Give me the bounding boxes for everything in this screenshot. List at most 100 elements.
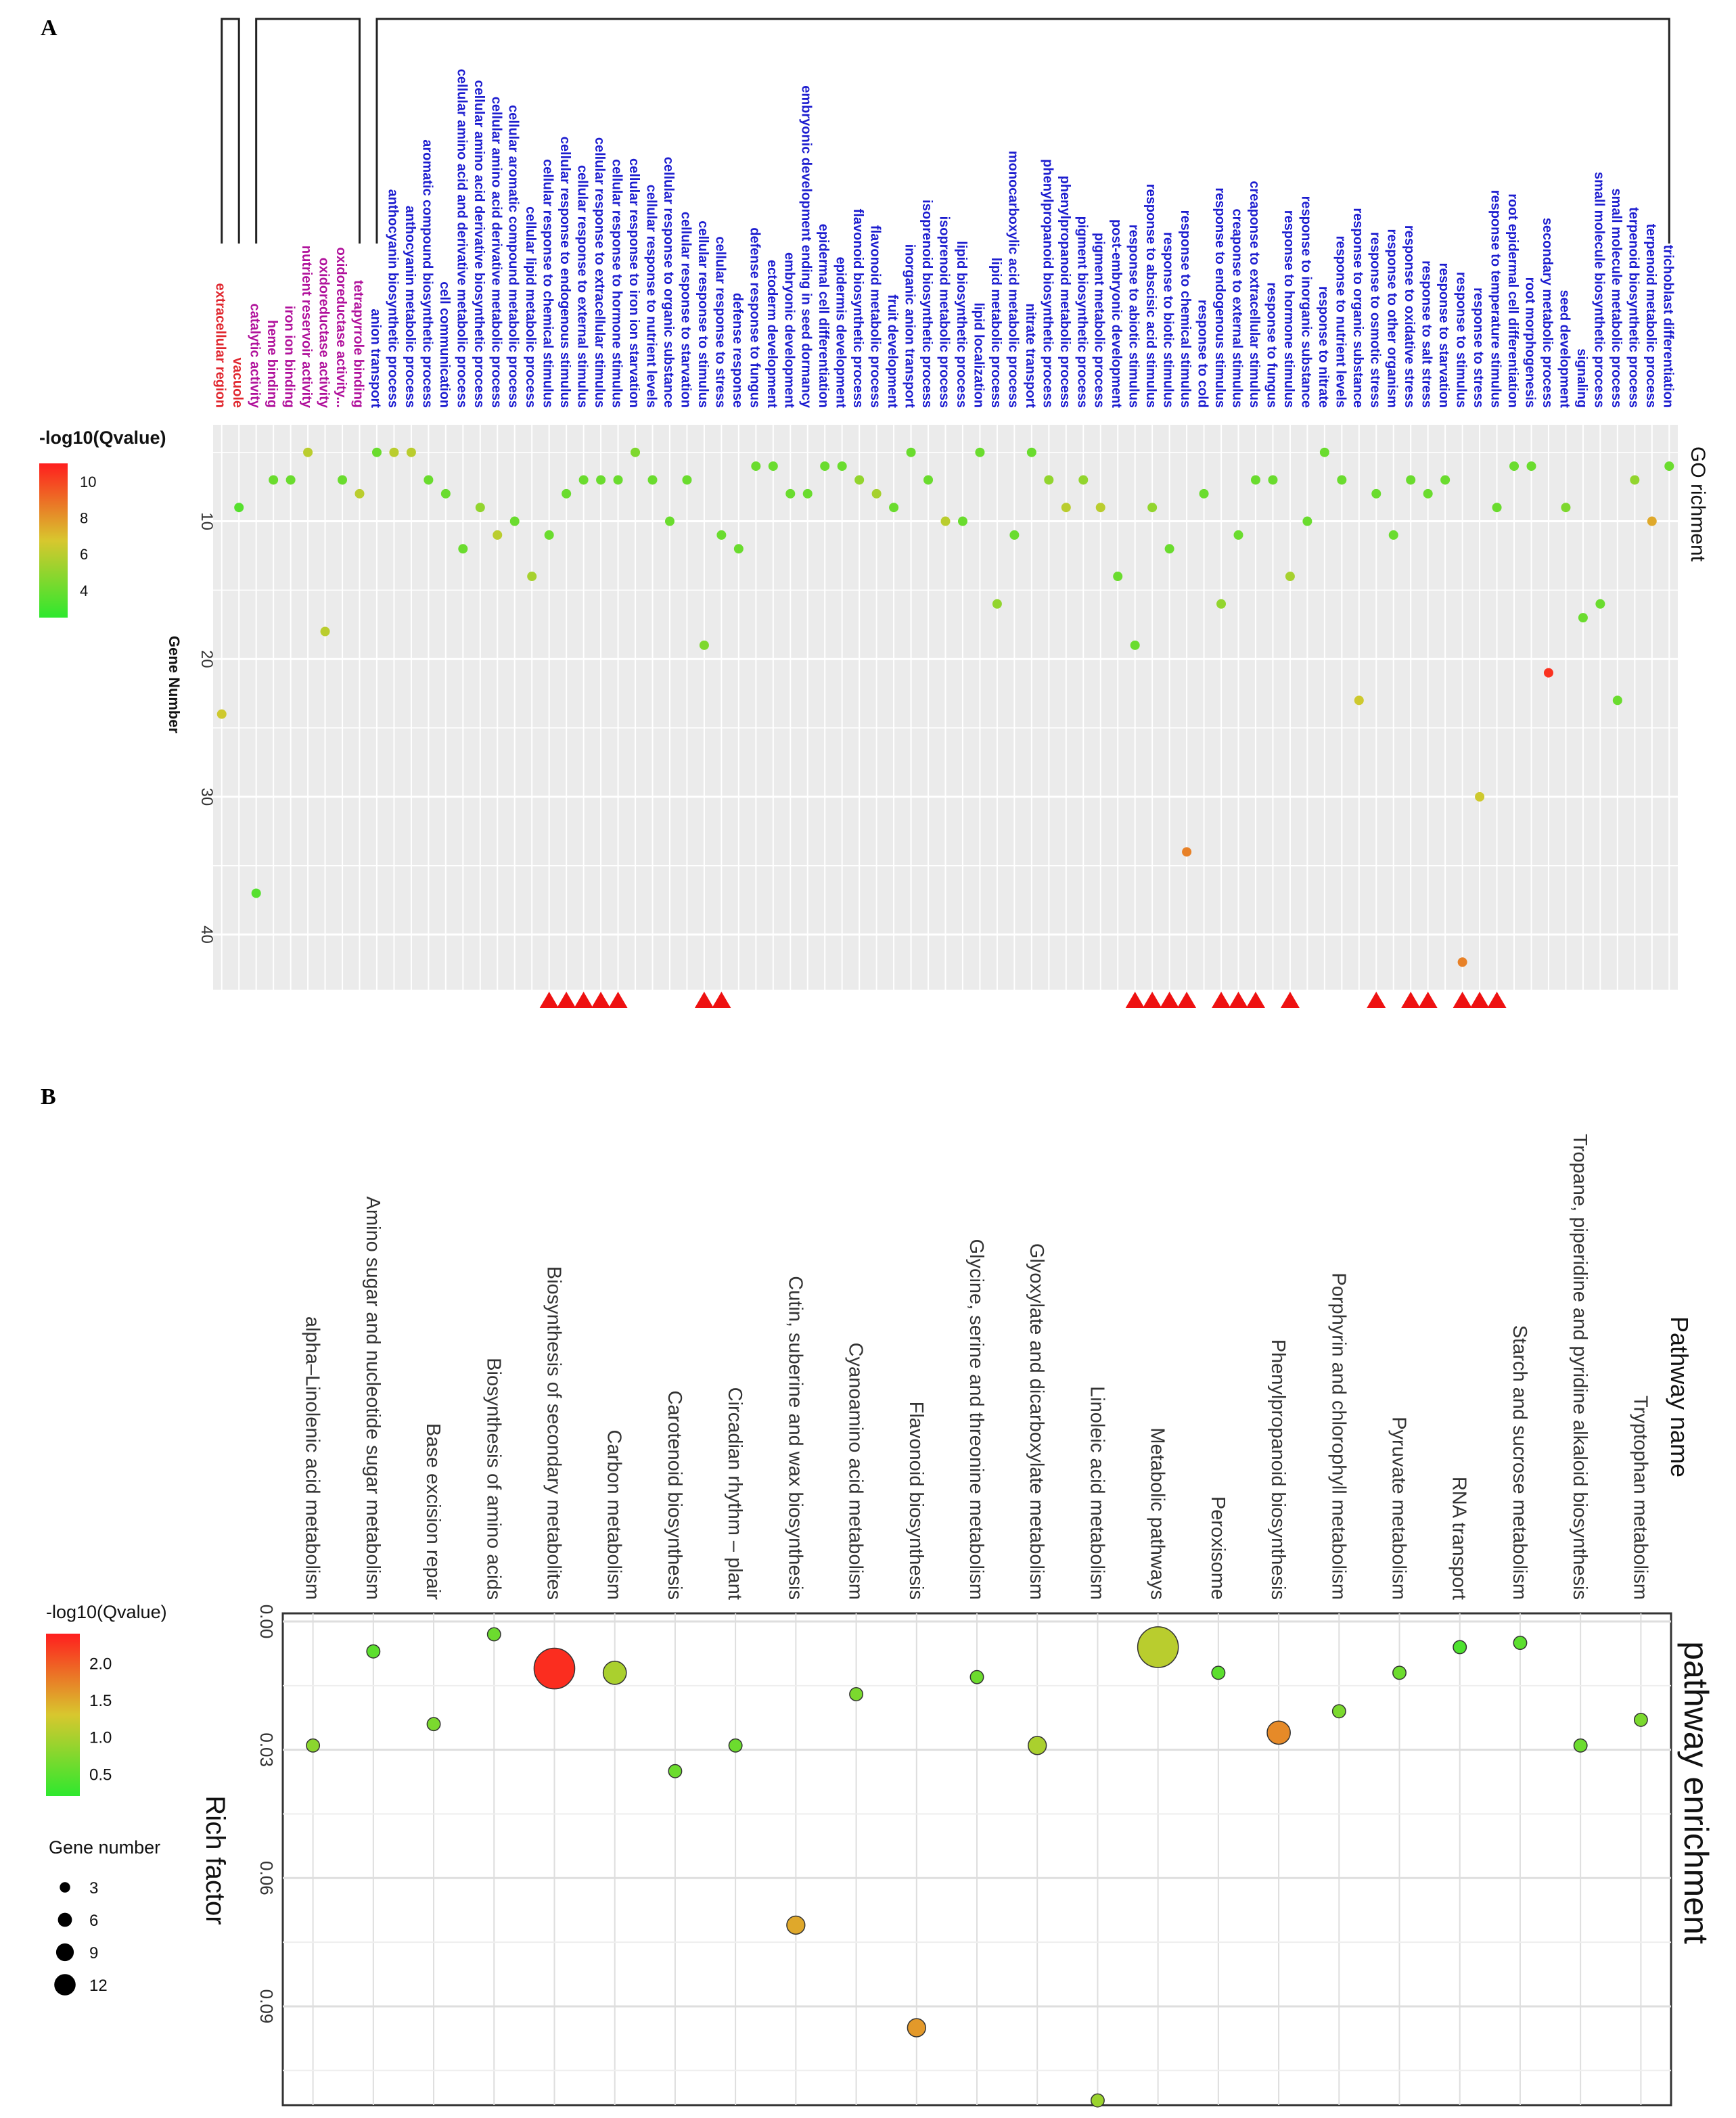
y-tick-label: 0.00 <box>256 1605 277 1639</box>
go-term-label: anthocyanin metabolic process <box>403 206 417 408</box>
go-point <box>1044 475 1054 485</box>
size-legend-title: Gene number <box>49 1837 160 1858</box>
go-point <box>1182 847 1192 857</box>
highlight-triangle <box>1229 992 1248 1008</box>
go-term-label: response to abiotic stimulus <box>1126 225 1141 408</box>
go-point <box>613 475 623 485</box>
go-point <box>1009 530 1020 540</box>
go-term-label: anthocyanin biosynthetic process <box>385 189 400 408</box>
y-tick-label: 0.03 <box>256 1732 277 1767</box>
y-tick-label: 10 <box>198 512 216 530</box>
pathway-point <box>969 1670 984 1684</box>
go-term-label: phenylpropanoid metabolic process <box>1057 176 1072 408</box>
go-term-label: embryonic development ending in seed dor… <box>799 85 814 409</box>
go-point <box>1078 475 1089 485</box>
go-point <box>1371 488 1381 499</box>
go-point <box>1199 488 1209 499</box>
y-tick-label: 0.09 <box>256 1989 277 2024</box>
go-point <box>1388 530 1398 540</box>
go-term-label: response to abscisic acid stimulus <box>1143 184 1158 408</box>
go-term-label: iron ion binding <box>282 306 297 408</box>
pathway-point <box>1453 1640 1467 1655</box>
go-term-label: terpenoid biosynthetic process <box>1626 207 1641 408</box>
go-point <box>303 447 313 457</box>
go-term-label: seed development <box>1557 290 1572 408</box>
pathway-label: Pyruvate metabolism <box>1388 1417 1410 1600</box>
go-term-label: cellular amino acid and derivative metab… <box>454 69 469 408</box>
go-term-label: inorganic anion transport <box>903 244 917 409</box>
go-point <box>1164 544 1174 554</box>
go-term-label: isoprenoid biosynthetic process <box>919 200 934 408</box>
go-term-label: vacuole <box>230 358 245 408</box>
pathway-label: Tryptophan metabolism <box>1629 1396 1651 1600</box>
go-term-label: epidermal cell differentiation <box>816 224 831 408</box>
go-term-label: response to nutrient levels <box>1333 235 1348 408</box>
go-point <box>837 461 847 471</box>
go-term-label: lipid metabolic process <box>988 258 1003 408</box>
pathway-label: Carotenoid biosynthesis <box>664 1390 685 1600</box>
highlight-triangle <box>1212 992 1231 1008</box>
pathway-label: Phenylpropanoid biosynthesis <box>1267 1339 1289 1600</box>
go-term-label: response to starvation <box>1436 262 1451 408</box>
size-legend-dot <box>60 1882 70 1893</box>
pathway-point <box>602 1661 627 1685</box>
highlight-triangle <box>1470 992 1490 1008</box>
go-term-label: response to nitrate <box>1316 286 1331 408</box>
go-point <box>371 447 382 457</box>
go-term-label: nutrient reservoir activity <box>299 246 314 409</box>
go-point <box>285 475 296 485</box>
go-point <box>1578 613 1588 623</box>
go-term-label: response to osmotic stress <box>1367 232 1382 408</box>
go-point <box>1612 695 1622 706</box>
group-bracket <box>255 18 361 244</box>
legend-tick-label: 4 <box>80 582 88 599</box>
go-term-label: small molecule metabolic process <box>1609 188 1624 408</box>
go-term-label: isoprenoid metabolic process <box>937 216 952 408</box>
highlight-triangle <box>1143 992 1162 1008</box>
go-term-label: pigment biosynthetic process <box>1074 216 1089 408</box>
go-point <box>1457 957 1467 967</box>
go-point <box>1216 599 1227 609</box>
go-point <box>1440 475 1451 485</box>
highlight-triangle <box>1125 992 1145 1008</box>
pathway-label: RNA transport <box>1448 1477 1470 1600</box>
highlight-triangle <box>1177 992 1197 1008</box>
go-term-label: cellular amino acid derivative biosynthe… <box>472 80 486 408</box>
legend-tick-label: 8 <box>80 509 88 526</box>
go-term-label: response to temperature stimulus <box>1488 190 1503 408</box>
highlight-triangle <box>557 992 576 1008</box>
y-axis-title: Gene Number <box>166 636 183 734</box>
go-point <box>1543 668 1553 678</box>
legend-tick-label: 0.5 <box>89 1766 112 1784</box>
go-point <box>716 530 727 540</box>
pathway-point <box>849 1687 864 1701</box>
go-point <box>889 503 899 513</box>
go-point <box>1061 503 1071 513</box>
go-point <box>389 447 399 457</box>
go-point <box>493 530 503 540</box>
pathway-point <box>1266 1720 1291 1745</box>
highlight-triangle <box>694 992 714 1008</box>
kegg-pathway-chart: 0.00 0.03 0.06 0.09 alpha–Linolenic acid met… <box>46 1134 1715 2108</box>
go-point <box>1319 447 1329 457</box>
size-legend-label: 3 <box>89 1879 98 1897</box>
go-term-label: tetrapyrrole binding <box>351 280 366 408</box>
go-point <box>802 488 813 499</box>
pathway-point <box>306 1738 321 1753</box>
go-point <box>596 475 606 485</box>
go-term-label: secondary metabolic process <box>1540 218 1555 408</box>
go-point <box>1664 461 1674 471</box>
go-term-label: anion transport <box>368 308 383 408</box>
y-tick-label: 30 <box>198 788 216 806</box>
go-enrichment-chart: 10 20 30 40 extracellular region vacuole catal… <box>39 18 1709 1008</box>
go-term-label: response to other organism <box>1385 229 1400 409</box>
go-term-label: pigment metabolic process <box>1092 233 1107 408</box>
highlight-triangle <box>712 992 731 1008</box>
go-term-label: creaponse to external stimulus <box>1230 208 1245 408</box>
go-point <box>578 475 589 485</box>
highlight-triangle <box>539 992 559 1008</box>
pathway-label: Starch and sucrose metabolism <box>1509 1325 1530 1600</box>
legend-colorbar <box>39 463 68 618</box>
pathway-label: Flavonoid biosynthesis <box>905 1402 927 1600</box>
go-point <box>406 447 416 457</box>
